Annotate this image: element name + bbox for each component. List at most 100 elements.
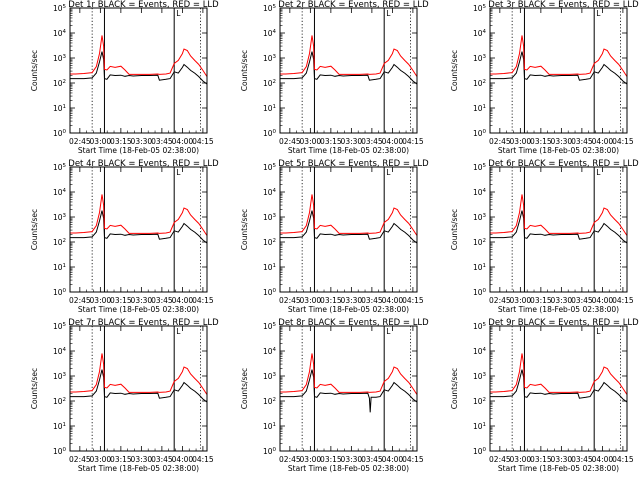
series-events-line xyxy=(70,369,207,403)
series-events-line xyxy=(490,51,627,85)
x-tick-label: 03:15 xyxy=(320,296,342,305)
y-tick-label: 100 xyxy=(473,447,487,456)
panel-det-3: Det 3r BLACK = Events, RED = LLDL02:4503… xyxy=(450,0,639,155)
x-tick-label: 03:00 xyxy=(90,137,112,146)
panel-title: Det 2r BLACK = Events, RED = LLD xyxy=(278,0,429,10)
y-tick-label: 102 xyxy=(473,238,486,247)
panel-title: Det 6r BLACK = Events, RED = LLD xyxy=(488,159,639,169)
x-tick-label: 04:15 xyxy=(612,296,634,305)
series-events-line xyxy=(70,210,207,244)
x-tick-label: 03:45 xyxy=(151,455,173,464)
y-tick-label: 102 xyxy=(473,397,486,406)
y-tick-label: 102 xyxy=(263,238,276,247)
panel-series-group xyxy=(70,35,207,85)
series-events-line xyxy=(280,51,417,85)
x-tick-label: 03:00 xyxy=(510,296,532,305)
y-tick-label: 104 xyxy=(473,188,487,197)
y-tick-label: 104 xyxy=(263,29,277,38)
y-tick-label: 104 xyxy=(473,347,487,356)
x-tick-label: 03:45 xyxy=(361,455,383,464)
y-tick-label: 103 xyxy=(263,54,277,63)
y-tick-label: 103 xyxy=(53,213,67,222)
x-axis-label: Start Time (18-Feb-05 02:38:00) xyxy=(498,146,619,155)
y-tick-label: 101 xyxy=(263,263,276,272)
y-tick-label: 102 xyxy=(53,238,66,247)
plot-frame xyxy=(489,166,628,293)
x-tick-label: 04:15 xyxy=(192,296,214,305)
x-tick-label: 03:45 xyxy=(151,296,173,305)
y-tick-label: 102 xyxy=(53,397,66,406)
x-tick-label: 03:15 xyxy=(530,455,552,464)
y-tick-label: 103 xyxy=(473,372,487,381)
y-tick-label: 100 xyxy=(53,129,67,138)
marker-label: L xyxy=(176,327,181,336)
x-tick-label: 03:15 xyxy=(320,455,342,464)
panel-title: Det 9r BLACK = Events, RED = LLD xyxy=(488,318,639,328)
panel-det-2: Det 2r BLACK = Events, RED = LLDL02:4503… xyxy=(240,0,429,155)
x-tick-label: 04:00 xyxy=(382,455,404,464)
x-tick-label: 03:30 xyxy=(551,296,573,305)
y-tick-label: 105 xyxy=(263,163,277,172)
y-tick-label: 103 xyxy=(53,54,67,63)
series-events-line xyxy=(70,51,207,85)
x-axis-label: Start Time (18-Feb-05 02:38:00) xyxy=(78,464,199,473)
series-events-line xyxy=(280,210,417,244)
x-tick-label: 03:30 xyxy=(341,455,363,464)
marker-label: L xyxy=(176,9,181,18)
x-tick-label: 04:00 xyxy=(172,455,194,464)
plot-frame xyxy=(69,7,208,134)
panel-series-group xyxy=(490,194,627,244)
x-tick-label: 03:15 xyxy=(110,455,132,464)
x-tick-label: 02:45 xyxy=(69,296,91,305)
series-events-line xyxy=(490,210,627,244)
series-events-line xyxy=(490,369,627,403)
y-tick-label: 103 xyxy=(263,372,277,381)
plot-frame xyxy=(279,166,418,293)
series-lld-line xyxy=(70,194,207,236)
y-tick-label: 101 xyxy=(473,263,486,272)
y-axis-label: Counts/sec xyxy=(30,368,39,409)
x-tick-label: 03:00 xyxy=(300,137,322,146)
y-tick-label: 103 xyxy=(263,213,277,222)
x-tick-label: 03:30 xyxy=(551,455,573,464)
x-tick-label: 03:30 xyxy=(131,296,153,305)
x-tick-label: 04:00 xyxy=(592,296,614,305)
panel-det-1: Det 1r BLACK = Events, RED = LLDL02:4503… xyxy=(30,0,219,155)
y-axis-label: Counts/sec xyxy=(450,50,459,91)
panel-det-6: Det 6r BLACK = Events, RED = LLDL02:4503… xyxy=(450,159,639,314)
plot-frame xyxy=(69,166,208,293)
x-tick-label: 04:15 xyxy=(192,137,214,146)
y-tick-label: 100 xyxy=(53,447,67,456)
x-tick-label: 02:45 xyxy=(489,455,511,464)
series-lld-line xyxy=(490,353,627,395)
x-tick-label: 03:00 xyxy=(510,137,532,146)
x-tick-label: 03:00 xyxy=(90,296,112,305)
x-tick-label: 03:45 xyxy=(151,137,173,146)
x-tick-label: 04:15 xyxy=(192,455,214,464)
x-tick-label: 03:45 xyxy=(361,137,383,146)
x-tick-label: 03:15 xyxy=(530,296,552,305)
x-axis-label: Start Time (18-Feb-05 02:38:00) xyxy=(288,146,409,155)
y-tick-label: 103 xyxy=(473,54,487,63)
y-axis-label: Counts/sec xyxy=(30,209,39,250)
x-tick-label: 02:45 xyxy=(489,296,511,305)
y-axis-label: Counts/sec xyxy=(450,368,459,409)
x-tick-label: 03:30 xyxy=(341,137,363,146)
y-tick-label: 105 xyxy=(263,322,277,331)
panel-title: Det 7r BLACK = Events, RED = LLD xyxy=(68,318,219,328)
y-tick-label: 105 xyxy=(53,322,67,331)
y-tick-label: 101 xyxy=(263,104,276,113)
x-tick-label: 04:00 xyxy=(172,296,194,305)
x-tick-label: 02:45 xyxy=(279,296,301,305)
series-lld-line xyxy=(280,35,417,77)
marker-label: L xyxy=(596,168,601,177)
x-tick-label: 03:15 xyxy=(110,137,132,146)
x-tick-label: 02:45 xyxy=(279,137,301,146)
y-tick-label: 100 xyxy=(263,288,277,297)
y-tick-label: 101 xyxy=(263,422,276,431)
x-tick-label: 04:00 xyxy=(382,137,404,146)
y-tick-label: 104 xyxy=(53,347,67,356)
y-tick-label: 103 xyxy=(473,213,487,222)
y-tick-label: 104 xyxy=(473,29,487,38)
